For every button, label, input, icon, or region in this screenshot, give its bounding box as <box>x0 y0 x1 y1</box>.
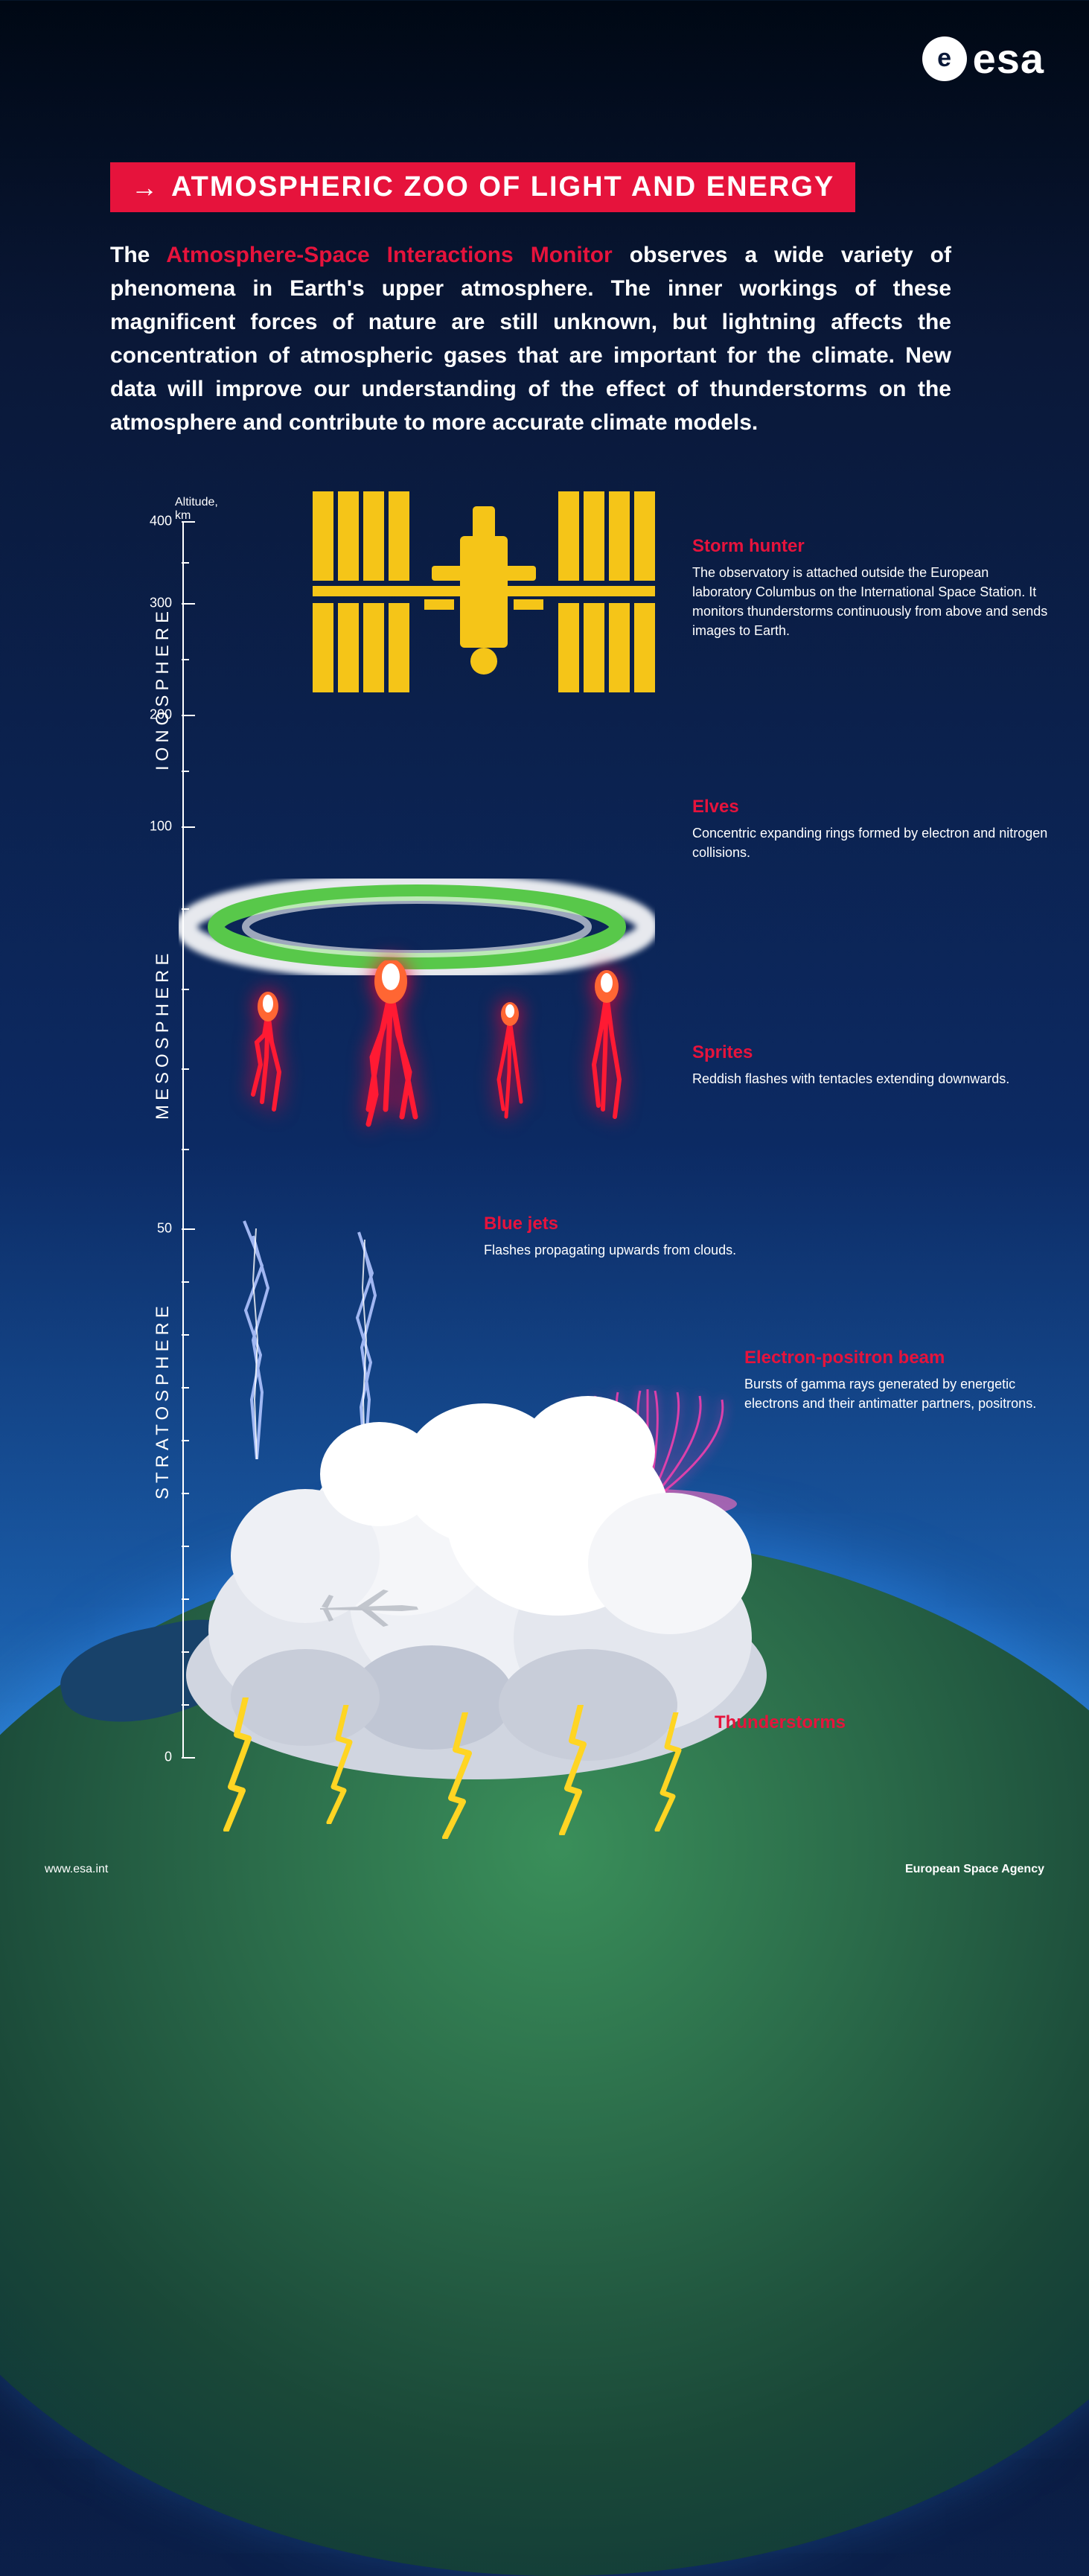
callout-body: Flashes propagating upwards from clouds. <box>484 1240 736 1260</box>
callout-title: Elves <box>692 797 1050 817</box>
axis-tick <box>182 826 195 828</box>
esa-logo: e esa <box>922 34 1044 83</box>
axis-tick-label: 100 <box>150 819 172 835</box>
title-arrow-icon: → <box>131 172 158 203</box>
callout-body: Bursts of gamma rays generated by energe… <box>744 1374 1042 1413</box>
axis-tick <box>182 715 195 716</box>
callout-storm-hunter: Storm hunter The observatory is attached… <box>692 536 1050 640</box>
layer-label-ionosphere: IONOSPHERE <box>153 607 173 771</box>
footer-agency: European Space Agency <box>905 1863 1044 1876</box>
sprite-3 <box>469 998 551 1128</box>
axis-minor-tick <box>182 989 189 990</box>
esa-logo-circle: e <box>922 36 967 81</box>
esa-logo-text: esa <box>973 34 1044 83</box>
sprite-4 <box>558 968 655 1128</box>
callout-epb: Electron-positron beam Bursts of gamma r… <box>744 1348 1042 1413</box>
callout-title: Storm hunter <box>692 536 1050 557</box>
callout-title: Sprites <box>692 1042 1009 1063</box>
iss-icon <box>313 491 655 704</box>
title-bar: → ATMOSPHERIC ZOO OF LIGHT AND ENERGY <box>110 162 855 212</box>
axis-tick-label: 50 <box>157 1221 172 1237</box>
callout-body: The observatory is attached outside the … <box>692 563 1050 640</box>
sprite-2 <box>328 960 454 1143</box>
axis-minor-tick <box>182 1149 189 1150</box>
axis-minor-tick <box>182 562 189 564</box>
intro-highlight: Atmosphere-Space Interactions Monitor <box>166 243 612 267</box>
intro-prefix: The <box>110 243 166 267</box>
layer-label-stratosphere: STRATOSPHERE <box>153 1301 173 1499</box>
lightning-1 <box>216 1697 275 1835</box>
intro-paragraph: The Atmosphere-Space Interactions Monito… <box>110 238 951 439</box>
lightning-2 <box>320 1705 372 1828</box>
axis-minor-tick <box>182 1334 189 1336</box>
axis-minor-tick <box>182 659 189 660</box>
callout-thunderstorms: Thunderstorms <box>715 1712 846 1733</box>
lightning-5 <box>648 1712 703 1835</box>
footer-url: www.esa.int <box>45 1863 108 1876</box>
axis-tick-label: 400 <box>150 514 172 529</box>
axis-minor-tick <box>182 771 189 772</box>
lightning-3 <box>432 1712 499 1843</box>
callout-blue-jets: Blue jets Flashes propagating upwards fr… <box>484 1214 736 1260</box>
intro-rest: observes a wide variety of phenomena in … <box>110 243 951 435</box>
sprite-1 <box>223 990 313 1128</box>
axis-minor-tick <box>182 1068 189 1070</box>
callout-elves: Elves Concentric expanding rings formed … <box>692 797 1050 862</box>
callout-body: Reddish flashes with tentacles extending… <box>692 1069 1009 1088</box>
airplane-icon <box>313 1586 424 1634</box>
callout-title: Electron-positron beam <box>744 1348 1042 1368</box>
title-text: ATMOSPHERIC ZOO OF LIGHT AND ENERGY <box>171 171 834 203</box>
axis-tick <box>182 521 195 523</box>
lightning-4 <box>551 1705 610 1839</box>
layer-label-mesosphere: MESOSPHERE <box>153 949 173 1119</box>
axis-tick <box>182 1228 195 1230</box>
axis-label: Altitude, km <box>175 496 218 523</box>
axis-minor-tick <box>182 1281 189 1283</box>
callout-sprites: Sprites Reddish flashes with tentacles e… <box>692 1042 1009 1088</box>
axis-tick <box>182 603 195 605</box>
callout-title: Blue jets <box>484 1214 736 1234</box>
callout-body: Concentric expanding rings formed by ele… <box>692 823 1050 862</box>
